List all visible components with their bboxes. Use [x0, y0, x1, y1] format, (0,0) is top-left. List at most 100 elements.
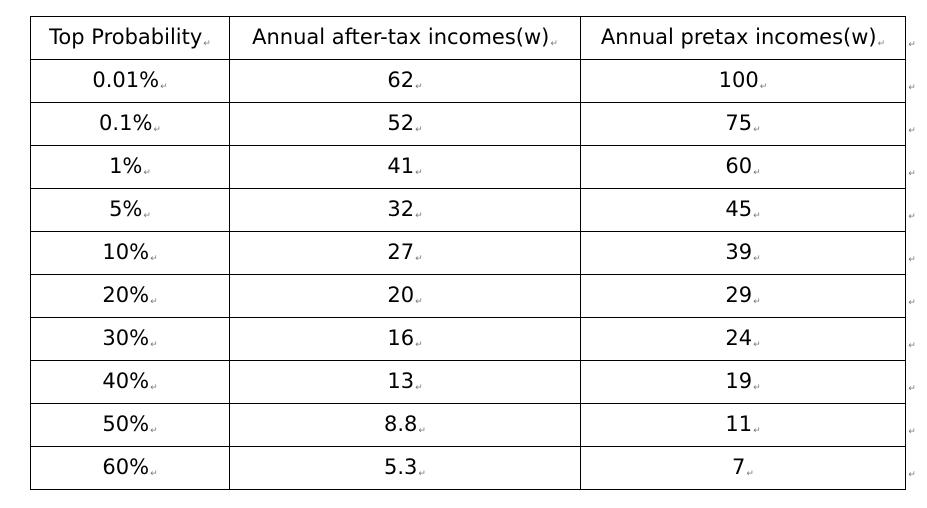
cell-value: 100	[718, 68, 759, 92]
cell-value: 27	[387, 240, 415, 264]
paragraph-mark-icon: ↵	[415, 82, 423, 92]
cell-value: 13	[387, 369, 415, 393]
cell-value: 62	[387, 68, 415, 92]
cell-value: 32	[387, 197, 415, 221]
paragraph-mark-icon: ↵	[753, 211, 761, 221]
cell-top-probability: 5%↵	[30, 188, 230, 232]
paragraph-mark-icon: ↵	[753, 125, 761, 135]
paragraph-mark-icon: ↵	[153, 125, 161, 135]
paragraph-mark-icon: ↵	[415, 383, 423, 393]
cell-top-probability: 1%↵	[30, 145, 230, 189]
cell-after-tax-income: 62↵	[229, 59, 581, 103]
cell-value: 7	[732, 455, 746, 479]
cell-value: 60	[725, 154, 753, 178]
cell-value: 0.01%	[92, 68, 160, 92]
cell-after-tax-income: 27↵	[229, 231, 581, 275]
cell-after-tax-income: 52↵	[229, 102, 581, 146]
row-end-mark-icon: ↵	[908, 126, 916, 136]
cell-value: 11	[725, 412, 753, 436]
row-end-mark-icon: ↵	[908, 384, 916, 394]
cell-after-tax-income: 41↵	[229, 145, 581, 189]
cell-after-tax-income: 13↵	[229, 360, 581, 404]
cell-value: 75	[725, 111, 753, 135]
paragraph-mark-icon: ↵	[143, 211, 151, 221]
cell-value: 39	[725, 240, 753, 264]
cell-pretax-income: 24↵	[580, 317, 906, 361]
header-label: Annual after-tax incomes(w)	[252, 25, 550, 49]
row-end-mark-icon: ↵	[908, 341, 916, 351]
cell-pretax-income: 75↵	[580, 102, 906, 146]
cell-pretax-income: 39↵	[580, 231, 906, 275]
table-row: 10%↵ 27↵ 39↵	[30, 231, 906, 275]
paragraph-mark-icon: ↵	[753, 340, 761, 350]
row-end-mark-icon: ↵	[908, 298, 916, 308]
row-end-mark-icon: ↵	[908, 83, 916, 93]
row-end-mark-icon: ↵	[908, 169, 916, 179]
table-row: 30%↵ 16↵ 24↵	[30, 317, 906, 361]
table-row: 50%↵ 8.8↵ 11↵	[30, 403, 906, 447]
paragraph-mark-icon: ↵	[753, 254, 761, 264]
cell-top-probability: 50%↵	[30, 403, 230, 447]
header-cell-top-probability: Top Probability↵	[30, 16, 230, 60]
cell-value: 20	[387, 283, 415, 307]
paragraph-mark-icon: ↵	[415, 297, 423, 307]
header-label: Top Probability	[49, 25, 203, 49]
income-table-body: Top Probability↵ Annual after-tax incomes…	[30, 16, 906, 490]
cell-pretax-income: 19↵	[580, 360, 906, 404]
cell-pretax-income: 7↵	[580, 446, 906, 490]
paragraph-mark-icon: ↵	[550, 39, 558, 49]
cell-value: 50%	[102, 412, 150, 436]
cell-value: 16	[387, 326, 415, 350]
paragraph-mark-icon: ↵	[415, 211, 423, 221]
paragraph-mark-icon: ↵	[759, 82, 768, 92]
row-end-mark-icon: ↵	[908, 40, 916, 50]
row-end-mark-icon: ↵	[908, 470, 916, 480]
paragraph-mark-icon: ↵	[150, 426, 158, 436]
income-table-container: Top Probability↵ Annual after-tax incomes…	[30, 16, 906, 490]
cell-top-probability: 20%↵	[30, 274, 230, 318]
cell-pretax-income: 100↵	[580, 59, 906, 103]
cell-value: 29	[725, 283, 753, 307]
cell-value: 30%	[102, 326, 150, 350]
cell-after-tax-income: 5.3↵	[229, 446, 581, 490]
paragraph-mark-icon: ↵	[418, 469, 426, 479]
cell-top-probability: 10%↵	[30, 231, 230, 275]
cell-after-tax-income: 16↵	[229, 317, 581, 361]
table-header-row: Top Probability↵ Annual after-tax incomes…	[30, 16, 906, 60]
paragraph-mark-icon: ↵	[143, 168, 151, 178]
paragraph-mark-icon: ↵	[753, 168, 761, 178]
cell-pretax-income: 45↵	[580, 188, 906, 232]
cell-top-probability: 0.01%↵	[30, 59, 230, 103]
cell-value: 41	[387, 154, 415, 178]
cell-after-tax-income: 32↵	[229, 188, 581, 232]
paragraph-mark-icon: ↵	[150, 469, 158, 479]
row-end-mark-icon: ↵	[908, 255, 916, 265]
cell-top-probability: 60%↵	[30, 446, 230, 490]
paragraph-mark-icon: ↵	[415, 125, 423, 135]
header-label: Annual pretax incomes(w)	[600, 25, 877, 49]
paragraph-mark-icon: ↵	[203, 39, 211, 49]
cell-value: 5%	[109, 197, 143, 221]
cell-value: 8.8	[384, 412, 418, 436]
cell-top-probability: 30%↵	[30, 317, 230, 361]
table-row: 20%↵ 20↵ 29↵	[30, 274, 906, 318]
paragraph-mark-icon: ↵	[415, 254, 423, 264]
paragraph-mark-icon: ↵	[150, 383, 158, 393]
table-row: 5%↵ 32↵ 45↵	[30, 188, 906, 232]
cell-value: 24	[725, 326, 753, 350]
cell-value: 0.1%	[99, 111, 153, 135]
paragraph-mark-icon: ↵	[160, 82, 168, 92]
table-row: 1%↵ 41↵ 60↵	[30, 145, 906, 189]
cell-value: 52	[387, 111, 415, 135]
cell-value: 5.3	[384, 455, 418, 479]
paragraph-mark-icon: ↵	[753, 426, 761, 436]
table-row: 0.1%↵ 52↵ 75↵	[30, 102, 906, 146]
paragraph-mark-icon: ↵	[877, 39, 886, 49]
cell-value: 19	[725, 369, 753, 393]
header-cell-pretax-income: Annual pretax incomes(w)↵	[580, 16, 906, 60]
cell-value: 20%	[102, 283, 150, 307]
cell-pretax-income: 60↵	[580, 145, 906, 189]
row-end-mark-icon: ↵	[908, 427, 916, 437]
cell-value: 40%	[102, 369, 150, 393]
table-row: 60%↵ 5.3↵ 7↵	[30, 446, 906, 490]
